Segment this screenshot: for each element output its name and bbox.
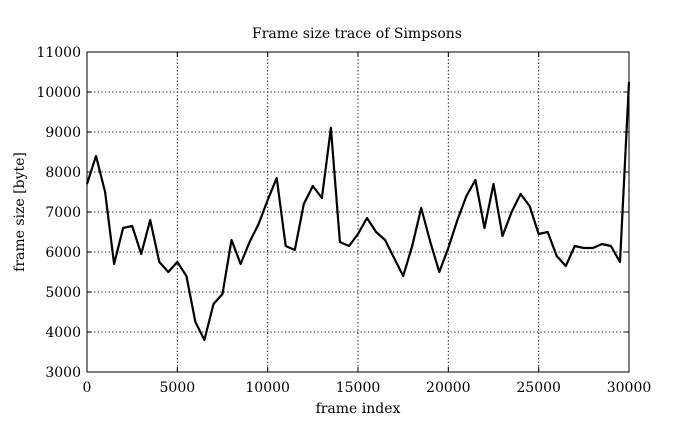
x-tick-label: 30000 <box>607 380 652 396</box>
y-tick-label: 6000 <box>45 245 81 261</box>
x-tick-label: 10000 <box>245 380 290 396</box>
x-tick-label: 20000 <box>426 380 471 396</box>
x-tick-label: 25000 <box>516 380 561 396</box>
y-tick-label: 9000 <box>45 125 81 141</box>
y-tick-label: 5000 <box>45 285 81 301</box>
gridlines <box>87 52 629 372</box>
y-tick-labels: 3000 4000 5000 6000 7000 8000 9000 10000 11000 <box>36 45 81 381</box>
y-tick-label: 10000 <box>36 85 81 101</box>
x-tick-label: 5000 <box>160 380 196 396</box>
y-tick-label: 11000 <box>36 45 81 61</box>
x-tick-label: 15000 <box>336 380 381 396</box>
y-tick-label: 3000 <box>45 365 81 381</box>
data-layer <box>85 81 631 342</box>
x-tick-labels: 0 5000 10000 15000 20000 25000 30000 <box>83 380 652 396</box>
x-axis-label: frame index <box>316 401 401 417</box>
plot-frame <box>86 51 630 373</box>
x-tick-label: 0 <box>83 380 92 396</box>
series-line <box>85 81 631 342</box>
y-tick-label: 8000 <box>45 165 81 181</box>
y-tick-label: 4000 <box>45 325 81 341</box>
y-tick-label: 7000 <box>45 205 81 221</box>
chart-title: Frame size trace of Simpsons <box>252 26 462 42</box>
y-axis-label: frame size [byte] <box>12 152 28 272</box>
